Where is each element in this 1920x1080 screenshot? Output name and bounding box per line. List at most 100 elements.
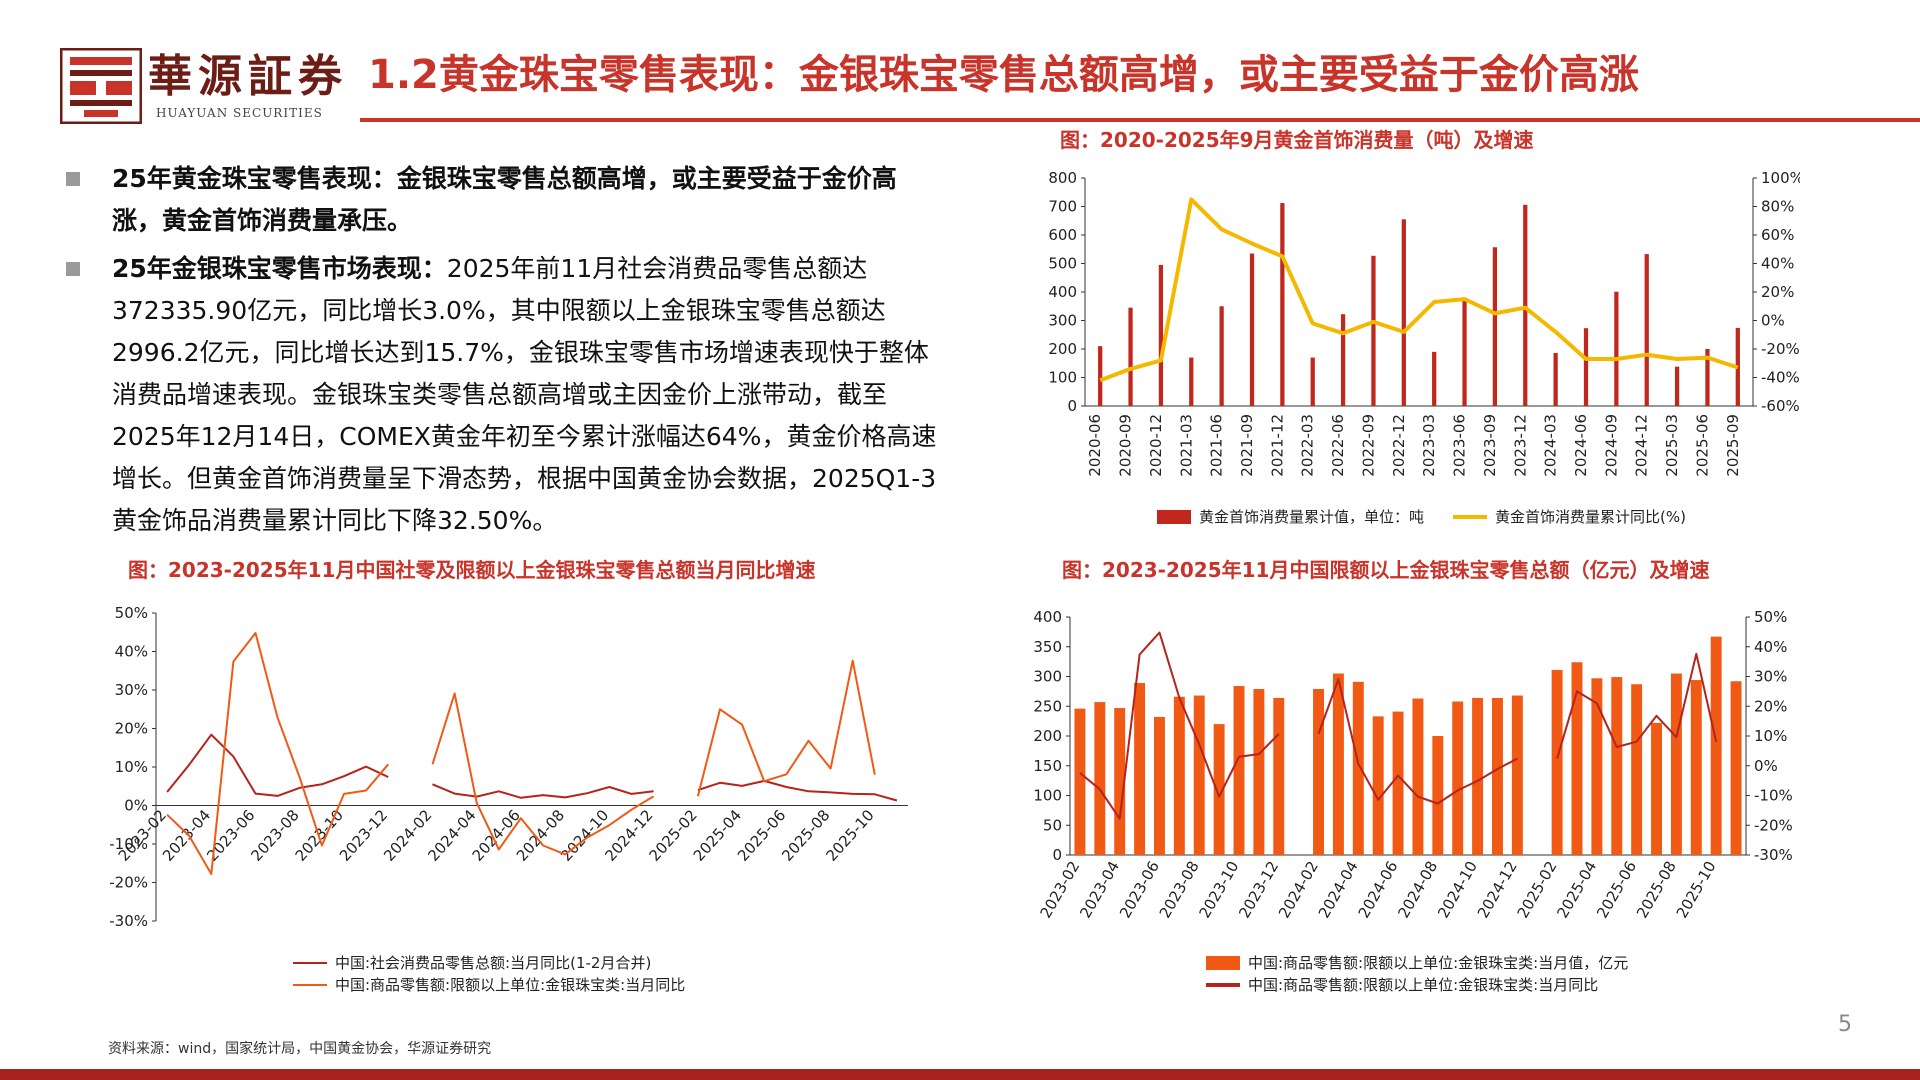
bar — [1452, 701, 1464, 855]
series-line-1 — [166, 733, 898, 802]
y-tick-label: 10% — [115, 758, 148, 776]
y2-tick-label: 100% — [1761, 169, 1800, 187]
y2-tick-label: -40% — [1761, 369, 1800, 387]
x-tick-label: 2023-03 — [1420, 414, 1438, 477]
y2-tick-label: -60% — [1761, 397, 1800, 415]
x-tick-label: 2023-06 — [1451, 414, 1469, 477]
bar — [1273, 697, 1285, 855]
bar — [1670, 673, 1682, 855]
bullet-2-text: 2025年前11月社会消费品零售总额达372335.90亿元，同比增长3.0%，… — [112, 254, 937, 535]
bar — [1332, 673, 1344, 855]
y-tick-label: 400 — [1048, 283, 1077, 301]
chart-2-title: 图：2023-2025年11月中国社零及限额以上金银珠宝零售总额当月同比增速 — [128, 558, 816, 582]
bar — [1611, 677, 1623, 855]
bar — [1154, 716, 1165, 855]
y-tick-label: 100 — [1048, 369, 1077, 387]
bar — [1472, 697, 1484, 855]
bar — [1114, 708, 1126, 855]
bullet-1-heading: 25年黄金珠宝零售表现：金银珠宝零售总额高增，或主要受益于金价高涨，黄金首饰消费… — [112, 164, 897, 235]
bar — [1710, 636, 1722, 855]
bar — [1432, 351, 1437, 406]
y-tick-label: 250 — [1033, 697, 1062, 715]
y-tick-label: 40% — [115, 643, 148, 661]
y-tick-label: 150 — [1033, 757, 1062, 775]
bar — [1392, 711, 1404, 855]
y2-tick-label: 60% — [1761, 226, 1794, 244]
x-tick-label: 2022-06 — [1329, 414, 1347, 477]
x-tick-label: 2024-09 — [1602, 414, 1620, 477]
x-tick-label: 2025-09 — [1724, 414, 1742, 477]
bar — [1511, 695, 1523, 855]
bar — [1705, 349, 1710, 406]
bullet-point-1: 25年黄金珠宝零售表现：金银珠宝零售总额高增，或主要受益于金价高涨，黄金首饰消费… — [66, 158, 946, 242]
bar — [1730, 681, 1742, 855]
y-tick-label: -20% — [109, 874, 148, 892]
page-number: 5 — [1838, 1012, 1852, 1037]
chart-jewelry-retail-sales: 0 50 100 150 200 250 300 350 400 -30% -20% -10% 0% 10… — [1033, 608, 1793, 994]
bar — [1128, 307, 1133, 406]
bar — [1134, 683, 1146, 855]
legend-label: 中国:商品零售额:限额以上单位:金银珠宝类:当月值，亿元 — [1248, 954, 1628, 972]
y-tick-label: 800 — [1048, 169, 1077, 187]
bar — [1340, 314, 1346, 406]
y2-tick-label: 0% — [1761, 312, 1785, 330]
y2-tick-label: 20% — [1761, 283, 1794, 301]
bar — [1233, 686, 1245, 855]
y-tick-label: 400 — [1033, 608, 1062, 626]
bar — [1193, 695, 1205, 855]
bar — [1352, 681, 1364, 855]
y2-tick-label: 40% — [1761, 255, 1794, 273]
bar — [1280, 203, 1285, 406]
bar — [1644, 254, 1649, 406]
bar — [1492, 697, 1503, 855]
y-tick-label: 500 — [1048, 255, 1077, 273]
x-tick-label: 2022-12 — [1390, 414, 1408, 477]
y-tick-label: 30% — [115, 681, 148, 699]
bar — [1173, 696, 1185, 855]
bar — [1614, 291, 1619, 406]
y2-tick-label: 40% — [1754, 638, 1787, 656]
x-tick-label: 2020-12 — [1147, 414, 1165, 477]
bar — [1551, 669, 1563, 855]
bar — [1492, 247, 1498, 406]
x-tick-label: 2020-09 — [1117, 414, 1135, 477]
bar — [1098, 346, 1103, 406]
x-tick-label: 2021-12 — [1268, 414, 1286, 477]
bar — [1553, 352, 1558, 406]
x-tick-label: 2025-06 — [1693, 414, 1711, 477]
x-tick-label: 2022-09 — [1359, 414, 1377, 477]
y-tick-label: -30% — [109, 912, 148, 930]
series-line-2 — [1079, 631, 1718, 820]
legend-label: 黄金首饰消费量累计值，单位：吨 — [1199, 508, 1424, 526]
chart-3-title: 图：2023-2025年11月中国限额以上金银珠宝零售总额（亿元）及增速 — [1062, 558, 1710, 582]
y-tick-label: 600 — [1048, 226, 1077, 244]
y-tick-label: 700 — [1048, 198, 1077, 216]
legend-label: 中国:社会消费品零售总额:当月同比(1-2月合并) — [335, 954, 651, 972]
brand-name-en: HUAYUAN SECURITIES — [156, 106, 323, 120]
chart-retail-yoy-growth: -30%-20%-10%0%10%20%30%40%50%2023-022023… — [109, 604, 908, 994]
y-tick-label: -10% — [109, 835, 148, 853]
y2-tick-label: -10% — [1754, 787, 1793, 805]
bar — [1253, 688, 1265, 855]
bar — [1249, 253, 1255, 406]
data-source: 资料来源：wind，国家统计局，中国黄金协会，华源证券研究 — [108, 1041, 492, 1057]
x-tick-label: 2021-06 — [1208, 414, 1226, 477]
bar — [1219, 306, 1224, 406]
y2-tick-label: -20% — [1761, 340, 1800, 358]
x-tick-label: 2021-09 — [1238, 414, 1256, 477]
x-tick-label: 2025-03 — [1663, 414, 1681, 477]
y2-tick-label: 10% — [1754, 727, 1787, 745]
bar — [1213, 724, 1225, 855]
bullet-square-icon — [66, 172, 80, 186]
y-tick-label: 50 — [1043, 816, 1062, 834]
bar — [1094, 702, 1106, 855]
bar — [1690, 680, 1702, 855]
x-tick-label: 2020-06 — [1086, 414, 1104, 477]
bar — [1674, 366, 1680, 406]
y-tick-label: 50% — [115, 604, 148, 622]
y2-tick-label: -20% — [1754, 816, 1793, 834]
bar — [1401, 219, 1406, 406]
chart-gold-jewelry-consumption: 0 100 200 300 400 500 600 700 800 -60% -40% -20% 0% 2… — [1048, 169, 1800, 526]
y-tick-label: 0% — [124, 797, 148, 815]
bar — [1371, 255, 1376, 406]
